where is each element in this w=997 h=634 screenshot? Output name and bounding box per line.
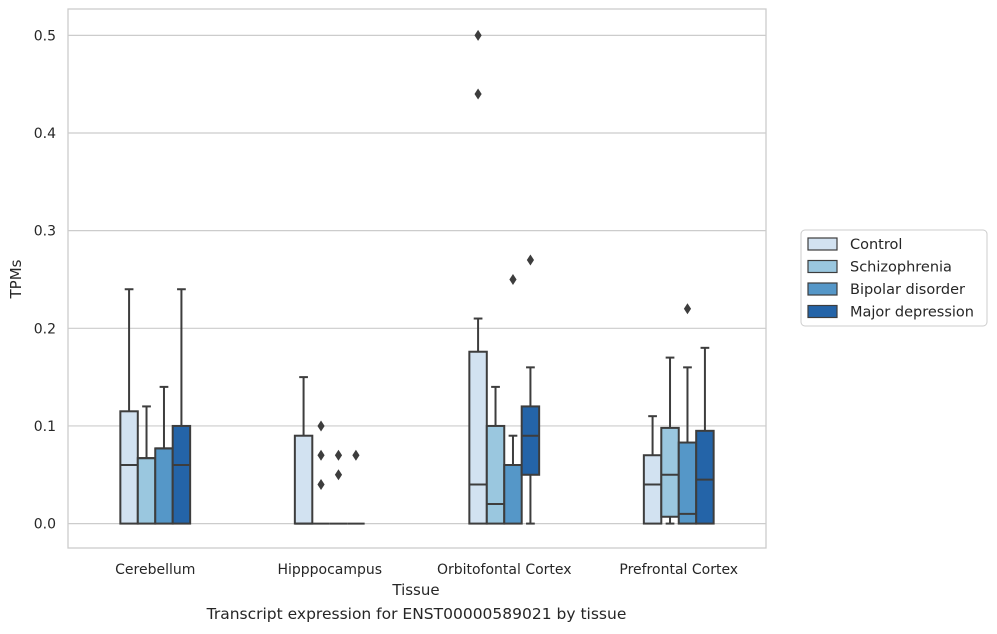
box-bipolar-disorder [154,385,174,525]
box-major-depression [695,346,715,525]
legend-label: Major depression [850,305,974,321]
box-major-depression [520,254,541,525]
legend-swatch [807,282,838,296]
box-bipolar-disorder [677,303,698,525]
box-schizophrenia [312,420,330,525]
x-tick-label: Hipppocampus [277,562,382,578]
box-body [154,447,174,525]
y-axis-ticks: 0.0 0.1 0.2 0.3 0.4 0.5 [34,28,56,532]
outlier-point [334,449,343,461]
legend-swatch [807,304,838,319]
box-body [520,405,541,476]
chart-caption: Transcript expression for ENST0000058902… [206,605,627,623]
outlier-point [352,449,360,461]
y-tick-label: 0.3 [34,224,56,240]
box-groups [119,29,715,525]
outlier-point [334,469,343,481]
x-axis-ticks: Cerebellum Hipppocampus Orbitofontal Corte… [115,562,738,578]
box-major-depression [171,288,192,525]
legend-label: Control [850,237,902,253]
box-body [503,464,523,525]
box-control [468,29,488,525]
outlier-point [317,449,325,461]
box-body [695,429,715,525]
box-major-depression [347,449,365,525]
y-tick-label: 0.0 [34,517,56,533]
legend-label: Bipolar disorder [850,282,965,298]
legend-label: Schizophrenia [850,260,952,276]
box-schizophrenia [485,385,506,525]
y-tick-label: 0.2 [34,321,56,337]
x-tick-label: Prefrontal Cortex [619,562,738,578]
y-axis-title: TPMs [7,259,25,299]
x-tick-label: Cerebellum [115,562,195,578]
box-schizophrenia [660,356,680,525]
box-bipolar-disorder [329,449,348,525]
box-body [136,457,157,525]
box-schizophrenia [136,405,157,525]
legend: Control Schizophrenia Bipolar disorder Majo… [800,229,988,327]
x-tick-label: Orbitofontal Cortex [437,562,572,578]
y-tick-label: 0.1 [34,419,56,435]
x-axis-title: Tissue [391,581,439,599]
box-control [293,376,314,525]
plot-frame [67,8,767,549]
outlier-point [683,303,692,315]
legend-swatch [807,259,838,274]
box-body [119,410,139,525]
outlier-point [474,88,482,100]
box-body [171,424,192,525]
y-tick-label: 0.4 [34,126,56,142]
legend-frame [800,229,988,327]
legend-swatch [807,237,838,251]
box-body [660,426,680,518]
box-body [468,350,488,525]
outlier-point [526,254,535,266]
outlier-point [317,479,325,491]
outlier-point [317,420,325,432]
box-body [293,434,314,525]
box-body [642,454,663,525]
outlier-point [474,29,482,41]
y-tick-label: 0.5 [34,28,56,44]
box-body [677,441,698,525]
box-control [119,288,139,525]
box-body [485,424,506,525]
box-control [642,415,663,525]
box-bipolar-disorder [503,273,523,525]
outlier-point [509,273,517,285]
